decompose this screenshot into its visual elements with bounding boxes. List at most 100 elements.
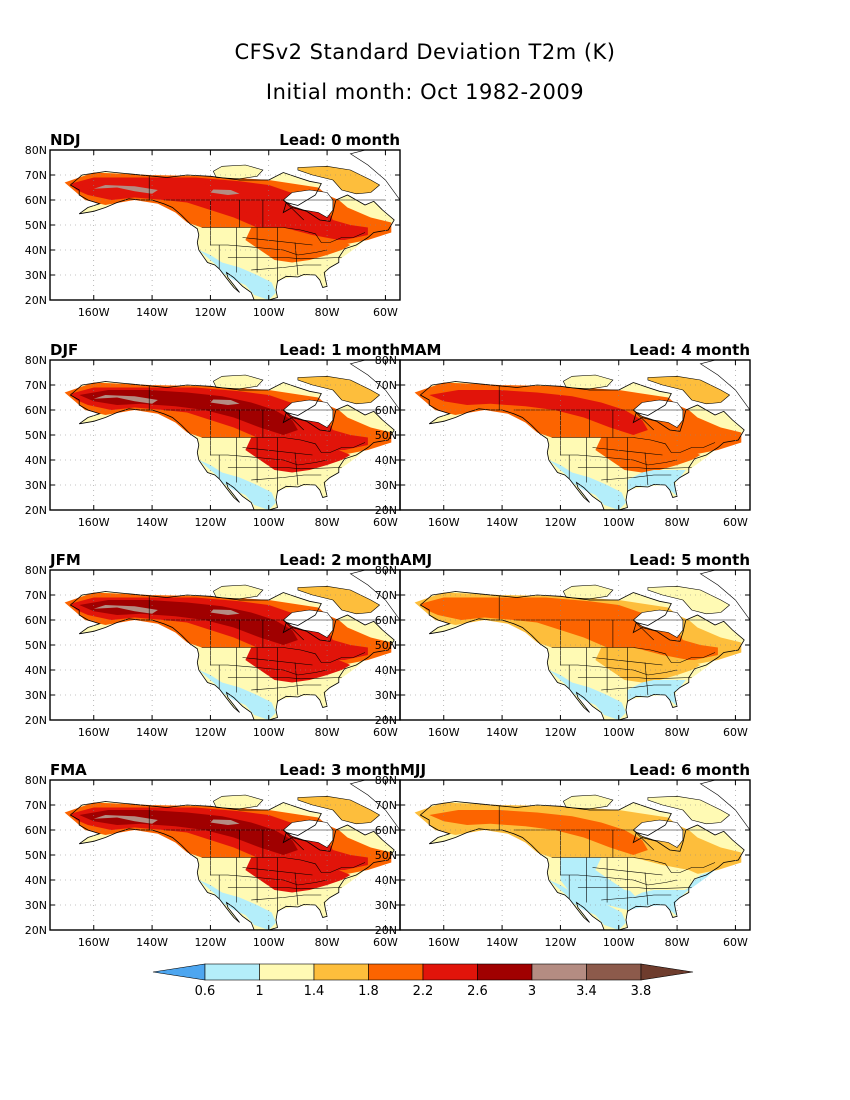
lon-tick-label: 120W [544, 516, 576, 529]
colorbar-swatch [204, 963, 260, 981]
colorbar-swatch [259, 963, 315, 981]
lon-tick-label: 80W [315, 306, 340, 319]
lat-tick-label: 50N [25, 639, 47, 652]
border-line [251, 894, 322, 901]
lat-tick-label: 30N [25, 269, 47, 282]
hudson-bay [632, 399, 684, 428]
greenland [349, 360, 400, 411]
baffin-island [647, 585, 731, 615]
zone-band3 [429, 810, 648, 855]
lat-tick-label: 70N [375, 799, 397, 812]
colorbar-swatch [477, 963, 533, 981]
lat-tick-label: 40N [25, 244, 47, 257]
border-line [242, 657, 313, 666]
colorbar-level-label: 3.4 [576, 984, 597, 999]
border-line [227, 257, 342, 260]
panel-mjj: MJJ Lead: 6 month 20N 30N 40N 50N 60N 70N 80N 16… [375, 761, 751, 981]
lat-tick-label: 80N [25, 354, 47, 367]
lon-tick-label: 80W [315, 726, 340, 739]
panel-map: 20N 30N 40N 50N 60N 70N 80N 160W 140W 120W 100W 80W… [25, 144, 401, 319]
zone-grey2 [210, 189, 240, 195]
lat-tick-label: 30N [25, 689, 47, 702]
zone-us-warm [595, 647, 701, 683]
colorbar-level-label: 3 [528, 984, 536, 999]
zone-grey2 [210, 609, 240, 615]
border-line [227, 467, 342, 470]
lat-tick-label: 20N [25, 294, 47, 307]
border-line [601, 684, 672, 691]
lat-tick-label: 20N [25, 714, 47, 727]
zone-grey [93, 185, 158, 194]
border-line [227, 887, 342, 890]
border-line [551, 647, 716, 663]
panel-lead-label: Lead: 6 month [629, 761, 750, 779]
lat-tick-label: 40N [375, 454, 397, 467]
lon-tick-label: 120W [194, 936, 226, 949]
lat-tick-label: 70N [25, 169, 47, 182]
map-plot-area: 20N 30N 40N 50N 60N 70N 80N 160W 140W 120W 100W 80W… [25, 144, 401, 319]
lat-tick-label: 40N [25, 454, 47, 467]
border-line [577, 467, 692, 470]
border-line [633, 409, 655, 431]
lat-tick-label: 60N [375, 404, 397, 417]
border-line [283, 409, 305, 431]
lat-tick-label: 80N [25, 774, 47, 787]
border-line [251, 264, 322, 271]
border-line [251, 474, 322, 481]
panel-ndj: NDJ Lead: 0 month 20N 30N 40N 50N 60N 70N 80N 16… [25, 131, 401, 351]
border-line [577, 677, 692, 680]
lon-tick-label: 100W [603, 726, 635, 739]
arctic-island [212, 164, 264, 180]
zone-us-warm [245, 437, 351, 473]
baffin-island [297, 375, 381, 405]
baffin-island [647, 375, 731, 405]
lat-tick-label: 70N [25, 589, 47, 602]
lon-tick-label: 120W [544, 936, 576, 949]
lon-tick-label: 160W [78, 726, 110, 739]
lon-tick-label: 60W [723, 936, 748, 949]
colorbar-level-label: 1.8 [358, 984, 379, 999]
arctic-island [562, 794, 614, 810]
lat-tick-label: 20N [25, 924, 47, 937]
lat-tick-label: 70N [375, 379, 397, 392]
zone-band3 [79, 810, 298, 855]
panel-lead-label: Lead: 5 month [629, 551, 750, 569]
border-line [251, 684, 322, 691]
map-plot-area: 20N 30N 40N 50N 60N 70N 80N 160W 140W 120W 100W 80W… [375, 564, 751, 739]
border-line [283, 619, 305, 641]
colorbar-arrow-low [152, 963, 206, 981]
zone-us-warm [595, 437, 701, 473]
lon-tick-label: 60W [373, 726, 398, 739]
arctic-island [212, 374, 264, 390]
border-line [201, 857, 366, 873]
border-line [551, 857, 716, 873]
colorbar-legend: 0.6 1 1.4 1.8 2.2 2.6 3 3.4 3.8 [152, 963, 694, 999]
zone-grey2 [210, 819, 240, 825]
border-line [644, 452, 649, 486]
panel-season-label: AMJ [400, 551, 433, 569]
zone-blue-sw [198, 250, 276, 300]
border-line [283, 199, 305, 221]
border-line [283, 829, 305, 851]
hudson-bay [632, 609, 684, 638]
zone-band3 [429, 390, 648, 435]
border-line [592, 657, 663, 666]
zone-us-warm [595, 857, 701, 893]
lon-tick-label: 80W [665, 726, 690, 739]
lat-tick-label: 60N [25, 404, 47, 417]
border-line [294, 242, 299, 276]
lon-tick-label: 140W [136, 306, 168, 319]
zone-blue-sw [198, 460, 276, 510]
border-line [644, 662, 649, 696]
lat-tick-label: 40N [375, 874, 397, 887]
lon-tick-label: 120W [544, 726, 576, 739]
lon-tick-label: 100W [253, 516, 285, 529]
panel-season-label: JFM [50, 551, 81, 569]
lat-tick-label: 20N [25, 504, 47, 517]
greenland [699, 780, 750, 831]
border-line [201, 437, 366, 453]
panel-lead-label: Lead: 1 month [279, 341, 400, 359]
baffin-island [297, 795, 381, 825]
zone-blue-sw [198, 670, 276, 720]
map-plot-area: 20N 30N 40N 50N 60N 70N 80N 160W 140W 120W 100W 80W… [375, 774, 751, 949]
